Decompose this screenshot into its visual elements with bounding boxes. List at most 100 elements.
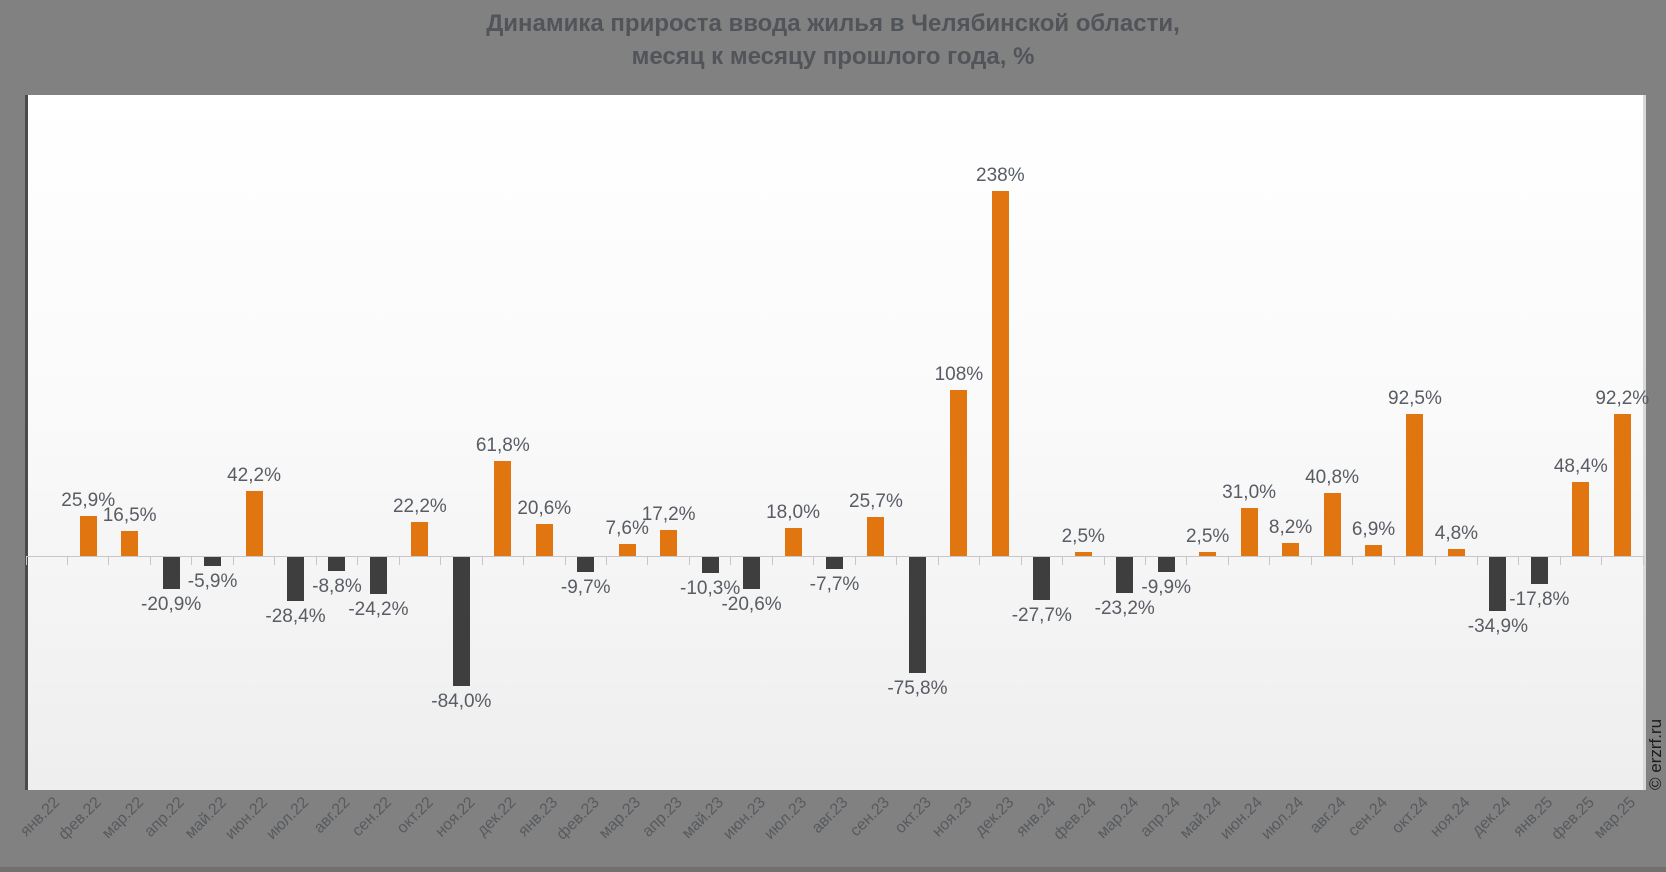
x-label-дек.22: дек.22 — [474, 794, 520, 840]
value-label-апр.23: 17,2% — [641, 503, 696, 525]
value-label-июл.23: 18,0% — [766, 502, 820, 524]
value-label-апр.24: -9,9% — [1141, 577, 1192, 599]
value-label-дек.24: -34,9% — [1467, 615, 1528, 637]
x-label-июл.23: июл.23 — [761, 794, 811, 843]
x-label-фев.24: фев.24 — [1050, 794, 1101, 844]
bar-дек.24[interactable] — [1489, 557, 1507, 611]
axis-tick — [1144, 556, 1146, 565]
bar-май.23[interactable] — [701, 557, 719, 573]
value-label-янв.23: 20,6% — [517, 498, 572, 520]
bar-апр.24[interactable] — [1157, 557, 1175, 573]
value-label-окт.23: -75,8% — [887, 678, 948, 700]
axis-tick — [315, 556, 317, 565]
bar-дек.23[interactable] — [991, 190, 1009, 556]
axis-tick — [440, 556, 442, 565]
bar-мар.25[interactable] — [1613, 414, 1631, 556]
x-label-дек.23: дек.23 — [971, 794, 1018, 840]
bar-фев.24[interactable] — [1074, 552, 1092, 556]
x-label-апр.22: апр.22 — [141, 794, 189, 841]
x-label-авг.22: авг.22 — [311, 794, 354, 837]
bar-фев.22[interactable] — [79, 516, 97, 556]
axis-tick — [1310, 556, 1312, 565]
value-label-ноя.22: -84,0% — [431, 690, 492, 712]
value-label-янв.25: -17,8% — [1509, 589, 1570, 611]
bar-авг.23[interactable] — [826, 557, 843, 569]
axis-tick — [398, 556, 400, 565]
value-label-окт.22: 22,2% — [392, 495, 447, 517]
x-label-окт.22: окт.22 — [393, 794, 437, 838]
bar-июн.22[interactable] — [245, 491, 263, 556]
axis-tick — [605, 556, 607, 565]
axis-tick — [1642, 556, 1644, 565]
bar-сен.24[interactable] — [1365, 545, 1382, 556]
value-label-окт.24: 92,5% — [1388, 388, 1442, 409]
value-label-фев.25: 48,4% — [1553, 455, 1608, 477]
axis-tick — [274, 556, 276, 565]
axis-tick — [1393, 556, 1395, 565]
bar-окт.23[interactable] — [908, 557, 926, 674]
bar-авг.22[interactable] — [328, 557, 346, 571]
bar-июл.24[interactable] — [1282, 543, 1300, 556]
bottom-edge — [0, 867, 1666, 872]
bar-май.24[interactable] — [1199, 552, 1217, 556]
x-label-фев.23: фев.23 — [553, 794, 603, 844]
axis-tick — [1227, 556, 1229, 565]
bar-апр.22[interactable] — [162, 557, 180, 590]
bar-июн.24[interactable] — [1240, 508, 1258, 556]
bar-янв.25[interactable] — [1530, 557, 1548, 585]
value-label-май.22: -5,9% — [187, 571, 238, 593]
value-label-авг.22: -8,8% — [312, 575, 362, 597]
bar-мар.22[interactable] — [121, 530, 139, 556]
x-label-авг.24: авг.24 — [1306, 794, 1350, 837]
value-label-май.24: 2,5% — [1185, 526, 1230, 548]
bar-янв.24[interactable] — [1033, 557, 1051, 600]
axis-tick — [1476, 556, 1478, 565]
bar-сен.23[interactable] — [867, 516, 885, 556]
x-label-авг.23: авг.23 — [808, 794, 852, 837]
x-label-мар.25: мар.25 — [1591, 794, 1640, 843]
y-axis-line — [25, 95, 28, 790]
axis-tick — [730, 556, 732, 565]
bar-ноя.24[interactable] — [1447, 548, 1465, 556]
x-label-май.24: май.24 — [1176, 794, 1225, 843]
bar-июн.23[interactable] — [743, 557, 761, 589]
x-label-сен.22: сен.22 — [349, 794, 396, 840]
bar-мар.24[interactable] — [1116, 557, 1134, 593]
bar-ноя.23[interactable] — [950, 390, 968, 556]
bar-окт.24[interactable] — [1406, 414, 1424, 556]
bar-ноя.22[interactable] — [452, 557, 470, 686]
bar-июл.23[interactable] — [784, 528, 802, 556]
plot-area: 25,9% 16,5% -20,9% -5,9% 42,2% -28,4% -8,8% -24… — [25, 95, 1649, 790]
bar-мар.23[interactable] — [618, 544, 636, 556]
bar-май.22[interactable] — [204, 557, 222, 567]
x-label-дек.24: дек.24 — [1469, 794, 1515, 840]
axis-tick — [647, 556, 649, 565]
bar-фев.25[interactable] — [1572, 481, 1590, 556]
x-label-май.22: май.22 — [181, 794, 230, 843]
bar-фев.23[interactable] — [577, 557, 595, 572]
value-label-дек.23: 238% — [976, 164, 1025, 186]
x-label-июл.22: июл.22 — [263, 794, 313, 843]
bar-авг.24[interactable] — [1323, 493, 1341, 556]
x-label-фев.25: фев.25 — [1548, 794, 1598, 844]
axis-tick — [979, 556, 981, 565]
watermark-erzrf: © erzrf.ru — [1646, 718, 1665, 790]
axis-tick — [1435, 556, 1437, 565]
bar-апр.23[interactable] — [660, 529, 678, 556]
value-label-июл.22: -28,4% — [265, 605, 326, 627]
value-label-авг.23: -7,7% — [809, 573, 860, 595]
axis-tick — [771, 556, 773, 565]
bar-дек.22[interactable] — [494, 461, 512, 556]
x-label-июн.22: июн.22 — [222, 794, 272, 843]
x-label-ноя.23: ноя.23 — [929, 794, 976, 841]
bar-окт.22[interactable] — [411, 521, 429, 556]
value-label-мар.24: -23,2% — [1094, 597, 1155, 619]
axis-tick — [1062, 556, 1064, 565]
axis-tick — [1269, 556, 1271, 565]
bar-янв.23[interactable] — [535, 524, 553, 556]
bar-сен.22[interactable] — [369, 557, 387, 595]
value-label-июн.22: 42,2% — [227, 465, 281, 487]
axis-tick — [564, 556, 566, 565]
bar-июл.22[interactable] — [287, 557, 304, 601]
axis-tick — [1601, 556, 1603, 565]
